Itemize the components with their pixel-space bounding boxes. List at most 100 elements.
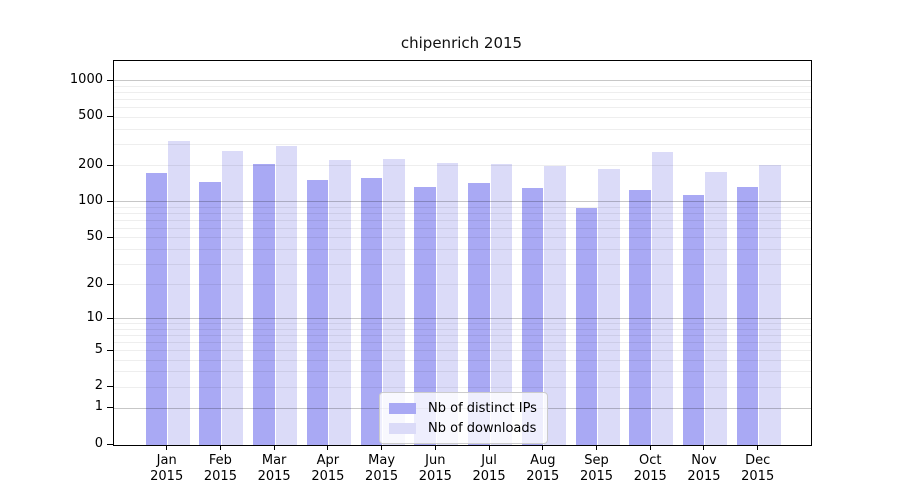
bar-nb-of-downloads-mar-2015 bbox=[275, 146, 298, 445]
gridline-major bbox=[114, 80, 811, 82]
x-tick bbox=[649, 445, 651, 450]
x-tick-label-aug-2015: Aug 2015 bbox=[515, 453, 571, 485]
bar-nb-of-distinct-ips-nov-2015 bbox=[682, 194, 705, 445]
y-tick bbox=[107, 349, 113, 351]
x-tick-label-may-2015: May 2015 bbox=[354, 453, 410, 485]
bar-nb-of-distinct-ips-may-2015 bbox=[360, 177, 383, 445]
x-tick bbox=[703, 445, 705, 450]
y-tick-label: 1 bbox=[94, 399, 103, 415]
bar-nb-of-distinct-ips-sep-2015 bbox=[575, 207, 598, 445]
x-tick-year: 2015 bbox=[579, 469, 614, 484]
legend-label-downloads: Nb of downloads bbox=[428, 420, 537, 436]
y-tick bbox=[107, 386, 113, 388]
x-tick-year: 2015 bbox=[633, 469, 667, 484]
bar-nb-of-distinct-ips-jul-2015 bbox=[468, 183, 490, 445]
y-tick-label: 0 bbox=[94, 436, 103, 451]
x-tick bbox=[327, 445, 329, 450]
bar-nb-of-downloads-apr-2015 bbox=[329, 160, 351, 445]
x-tick-label-feb-2015: Feb 2015 bbox=[192, 453, 248, 485]
bar-nb-of-distinct-ips-jun-2015 bbox=[414, 186, 436, 445]
x-tick-year: 2015 bbox=[526, 469, 560, 484]
bar-nb-of-downloads-sep-2015 bbox=[598, 169, 620, 445]
x-tick bbox=[273, 445, 275, 450]
y-tick bbox=[107, 407, 113, 409]
legend-entry-distinct-ips: Nb of distinct IPs bbox=[389, 398, 537, 418]
x-tick-label-jun-2015: Jun 2015 bbox=[407, 453, 463, 485]
x-tick-label-sep-2015: Sep 2015 bbox=[569, 453, 625, 485]
x-tick-label-dec-2015: Dec 2015 bbox=[730, 453, 786, 485]
x-tick-month: May bbox=[368, 453, 396, 468]
x-tick-month: Jan bbox=[156, 453, 177, 468]
x-tick-year: 2015 bbox=[418, 469, 452, 484]
y-tick bbox=[107, 164, 113, 166]
bar-nb-of-distinct-ips-jan-2015 bbox=[145, 173, 168, 445]
chart-title: chipenrich 2015 bbox=[400, 34, 523, 52]
gridline-minor bbox=[114, 143, 811, 145]
y-tick bbox=[107, 79, 113, 81]
gridline-minor bbox=[114, 92, 811, 94]
x-tick-month: Oct bbox=[638, 453, 662, 468]
x-tick-label-oct-2015: Oct 2015 bbox=[622, 453, 678, 485]
bar-nb-of-downloads-jan-2015 bbox=[168, 140, 190, 445]
x-tick-month: Mar bbox=[261, 453, 287, 468]
x-tick-year: 2015 bbox=[311, 469, 345, 484]
gridline-minor bbox=[114, 99, 811, 101]
bar-nb-of-distinct-ips-apr-2015 bbox=[306, 180, 329, 445]
x-tick-year: 2015 bbox=[365, 469, 399, 484]
x-tick-month: Nov bbox=[691, 453, 717, 468]
y-tick-label: 5 bbox=[94, 341, 103, 357]
x-tick-month: Aug bbox=[530, 453, 556, 468]
x-tick bbox=[219, 445, 221, 450]
legend-swatch-distinct-ips bbox=[389, 402, 416, 414]
x-tick-month: Apr bbox=[316, 453, 340, 468]
x-tick-label-apr-2015: Apr 2015 bbox=[300, 453, 356, 485]
bar-nb-of-distinct-ips-feb-2015 bbox=[199, 182, 221, 445]
legend-entry-downloads: Nb of downloads bbox=[389, 418, 537, 438]
x-tick bbox=[381, 445, 383, 450]
y-tick-label: 2 bbox=[94, 378, 103, 394]
x-tick bbox=[542, 445, 544, 450]
x-tick bbox=[166, 445, 168, 450]
x-tick-label-jul-2015: Jul 2015 bbox=[461, 453, 517, 485]
bar-nb-of-distinct-ips-aug-2015 bbox=[521, 188, 544, 445]
legend-label-distinct-ips: Nb of distinct IPs bbox=[428, 400, 537, 416]
x-tick bbox=[488, 445, 490, 450]
x-tick-month: Jul bbox=[481, 453, 497, 468]
x-tick bbox=[757, 445, 759, 450]
y-tick-label: 500 bbox=[78, 108, 103, 124]
gridline-minor bbox=[114, 107, 811, 109]
bar-nb-of-distinct-ips-oct-2015 bbox=[629, 189, 651, 445]
x-tick-label-mar-2015: Mar 2015 bbox=[246, 453, 302, 485]
gridline-minor bbox=[114, 128, 811, 130]
plot-area: Nb of distinct IPs Nb of downloads bbox=[113, 60, 812, 446]
x-tick-month: Dec bbox=[745, 453, 771, 468]
bar-nb-of-distinct-ips-dec-2015 bbox=[736, 186, 759, 445]
x-tick-year: 2015 bbox=[150, 469, 184, 484]
y-tick bbox=[107, 444, 113, 445]
y-tick-label: 100 bbox=[78, 192, 103, 208]
bar-nb-of-downloads-oct-2015 bbox=[651, 152, 674, 445]
y-tick-label: 20 bbox=[86, 275, 103, 291]
gridline-minor bbox=[114, 116, 811, 118]
y-tick-label: 50 bbox=[86, 228, 103, 244]
y-tick bbox=[107, 283, 113, 285]
bar-nb-of-downloads-jun-2015 bbox=[436, 162, 459, 445]
bar-nb-of-downloads-feb-2015 bbox=[221, 150, 244, 445]
x-tick-label-jan-2015: Jan 2015 bbox=[139, 453, 195, 485]
x-tick bbox=[434, 445, 436, 450]
bar-nb-of-downloads-aug-2015 bbox=[544, 166, 566, 445]
x-tick-year: 2015 bbox=[257, 469, 291, 484]
bar-nb-of-downloads-nov-2015 bbox=[705, 171, 727, 445]
bar-nb-of-downloads-dec-2015 bbox=[759, 165, 781, 445]
bar-nb-of-downloads-jul-2015 bbox=[490, 164, 513, 445]
gridline-minor bbox=[114, 85, 811, 87]
y-tick bbox=[107, 317, 113, 319]
x-tick-year: 2015 bbox=[687, 469, 721, 484]
x-tick-year: 2015 bbox=[472, 469, 506, 484]
x-tick-year: 2015 bbox=[203, 469, 237, 484]
y-tick-label: 1000 bbox=[69, 71, 103, 87]
y-tick-label: 10 bbox=[86, 309, 103, 325]
bar-nb-of-downloads-may-2015 bbox=[383, 158, 405, 445]
x-tick-month: Feb bbox=[208, 453, 232, 468]
